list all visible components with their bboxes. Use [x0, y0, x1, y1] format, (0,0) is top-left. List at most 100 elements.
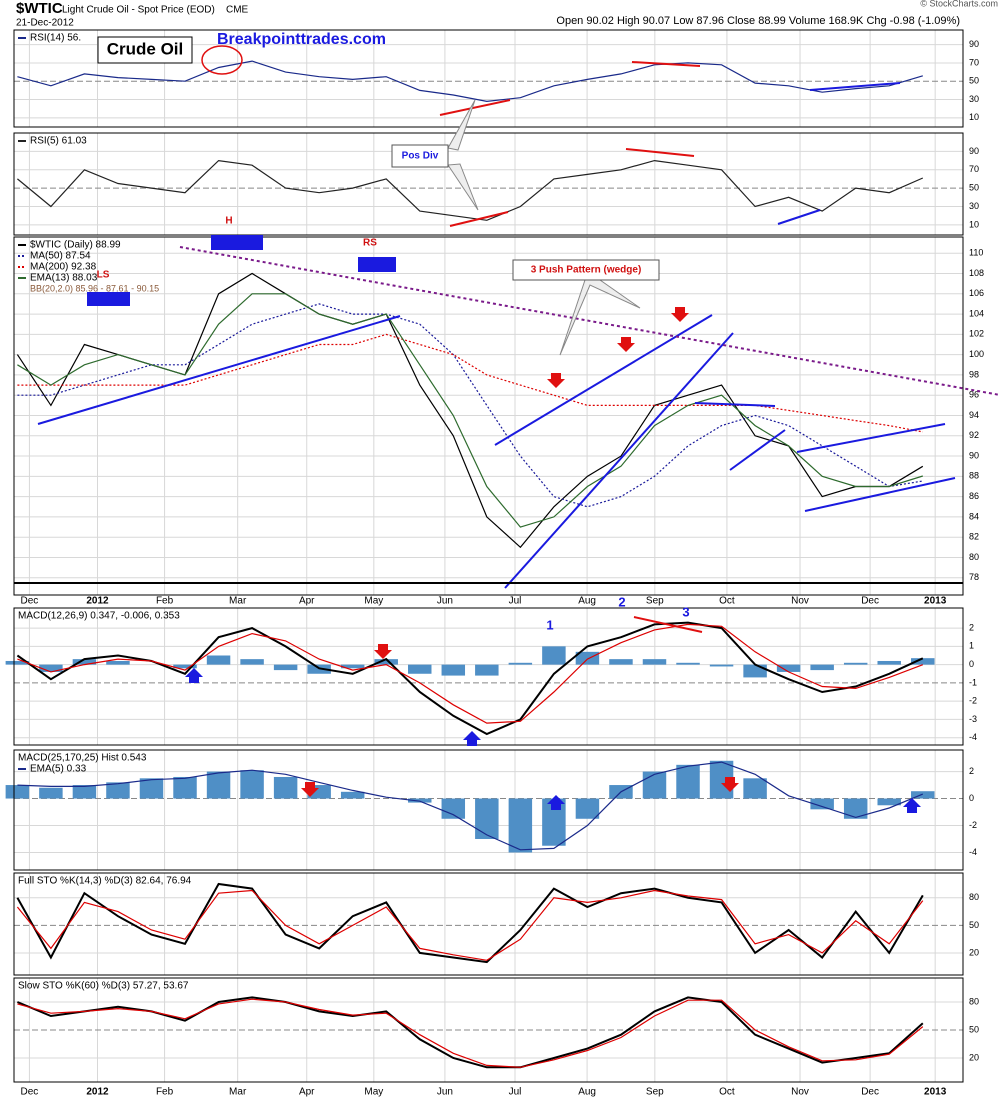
- histogram-bar: [340, 791, 365, 799]
- panel-frame: [13, 749, 964, 871]
- div-line: [625, 148, 695, 157]
- wedge-box: [512, 259, 660, 281]
- y-tick-label: 2: [969, 766, 974, 776]
- wedge-label: 3 Push Pattern (wedge): [531, 265, 642, 276]
- series-line: [17, 998, 924, 1068]
- sell-arrow: [301, 782, 319, 797]
- pos-div: Pos Div: [402, 151, 439, 162]
- div-line: [439, 99, 511, 116]
- histogram-bar: [877, 660, 901, 665]
- y-tick-label: 110: [969, 248, 983, 258]
- wave-label: 1: [546, 617, 553, 632]
- series-line: [17, 333, 923, 433]
- y-tick-label: -4: [969, 732, 977, 742]
- y-tick-label: 90: [969, 146, 979, 156]
- y-tick-label: 92: [969, 430, 979, 440]
- histogram-bar: [173, 776, 197, 799]
- x-tick-label: Mar: [229, 596, 247, 607]
- y-tick-label: 98: [969, 369, 979, 379]
- logo: Crude Oil: [107, 39, 184, 58]
- histogram-bar: [340, 664, 365, 669]
- histogram-bar: [676, 764, 700, 799]
- subtitle: Light Crude Oil - Spot Price (EOD): [62, 5, 215, 16]
- x-tick-label: Sep: [646, 596, 664, 607]
- x-tick-label: Feb: [156, 1087, 174, 1098]
- histogram-bar: [475, 798, 499, 839]
- series-line: [16, 889, 924, 961]
- pattern-box: [87, 292, 130, 306]
- series-line: [17, 159, 924, 221]
- histogram-bar: [240, 659, 264, 665]
- pattern-box: [358, 257, 396, 272]
- legend-label: EMA(5) 0.33: [30, 764, 87, 775]
- bb-label: BB(20,2.0) 85.96 - 87.61 - 90.15: [30, 283, 159, 293]
- histogram-bar: [408, 664, 432, 674]
- panel-frame: [13, 607, 964, 746]
- y-tick-label: 20: [969, 1052, 979, 1062]
- sell-arrow: [374, 644, 392, 659]
- x-tick-label: Jun: [437, 596, 453, 607]
- histogram-bar: [743, 778, 767, 799]
- site: Breakpointtrades.com: [217, 31, 386, 48]
- legend-label: $WTIC (Daily) 88.99: [30, 240, 121, 251]
- y-tick-label: 50: [969, 1024, 979, 1034]
- panel-label: MACD(25,170,25) Hist 0.543: [18, 753, 147, 764]
- panel-frame: [13, 236, 964, 596]
- histogram-bar: [39, 787, 63, 799]
- histogram-bar: [106, 660, 130, 665]
- series-line: [16, 882, 924, 964]
- histogram-bar: [877, 798, 901, 806]
- highlight-circle: [201, 45, 243, 75]
- histogram-bar: [72, 785, 97, 799]
- y-tick-label: 80: [969, 996, 979, 1006]
- x-tick-label: Apr: [299, 596, 315, 607]
- x-tick-label: Jul: [509, 1087, 522, 1098]
- histogram-bar: [72, 659, 97, 665]
- y-tick-label: 106: [969, 288, 984, 298]
- date: 21-Dec-2012: [16, 18, 74, 29]
- histogram-bar: [843, 798, 868, 819]
- y-tick-label: 102: [969, 329, 984, 339]
- sell-arrow: [547, 373, 565, 388]
- y-tick-label: 30: [969, 94, 979, 104]
- y-tick-label: 70: [969, 57, 979, 67]
- ls-label: LS: [97, 270, 110, 281]
- y-tick-label: 90: [969, 39, 979, 49]
- y-tick-label: 1: [969, 641, 974, 651]
- histogram-bar: [173, 664, 197, 669]
- series-line: [17, 623, 924, 724]
- y-tick-label: 94: [969, 410, 979, 420]
- histogram-bar: [642, 771, 667, 799]
- histogram-bar: [273, 664, 298, 671]
- y-tick-label: 88: [969, 471, 979, 481]
- trendline: [809, 82, 901, 91]
- y-tick-label: 0: [969, 793, 974, 803]
- buy-arrow: [185, 668, 203, 683]
- exchange: CME: [226, 5, 249, 16]
- y-tick-label: 50: [969, 76, 979, 86]
- ticker: $WTIC: [16, 0, 63, 17]
- x-tick-label: Dec: [21, 1087, 39, 1098]
- logo-box: [97, 36, 193, 64]
- sell-arrow: [671, 307, 689, 322]
- histogram-bar: [475, 664, 499, 676]
- y-tick-label: 104: [969, 308, 984, 318]
- y-tick-label: -3: [969, 714, 977, 724]
- trendline: [504, 332, 734, 589]
- histogram-bar: [843, 662, 868, 665]
- histogram-bar: [441, 664, 466, 676]
- histogram-bar: [709, 664, 734, 667]
- resistance-line: [179, 246, 1000, 396]
- y-tick-label: 80: [969, 892, 979, 902]
- legend-label: MA(200) 92.38: [30, 262, 97, 273]
- x-tick-label: Jun: [437, 1087, 453, 1098]
- panel-frame: [13, 132, 964, 236]
- panel-frame: [13, 977, 964, 1083]
- buy-arrow: [463, 731, 481, 746]
- histogram-bar: [206, 655, 231, 665]
- series-line: [17, 761, 924, 851]
- legend-label: MA(50) 87.54: [30, 251, 91, 262]
- buy-arrow: [903, 798, 921, 813]
- trendline: [804, 477, 956, 512]
